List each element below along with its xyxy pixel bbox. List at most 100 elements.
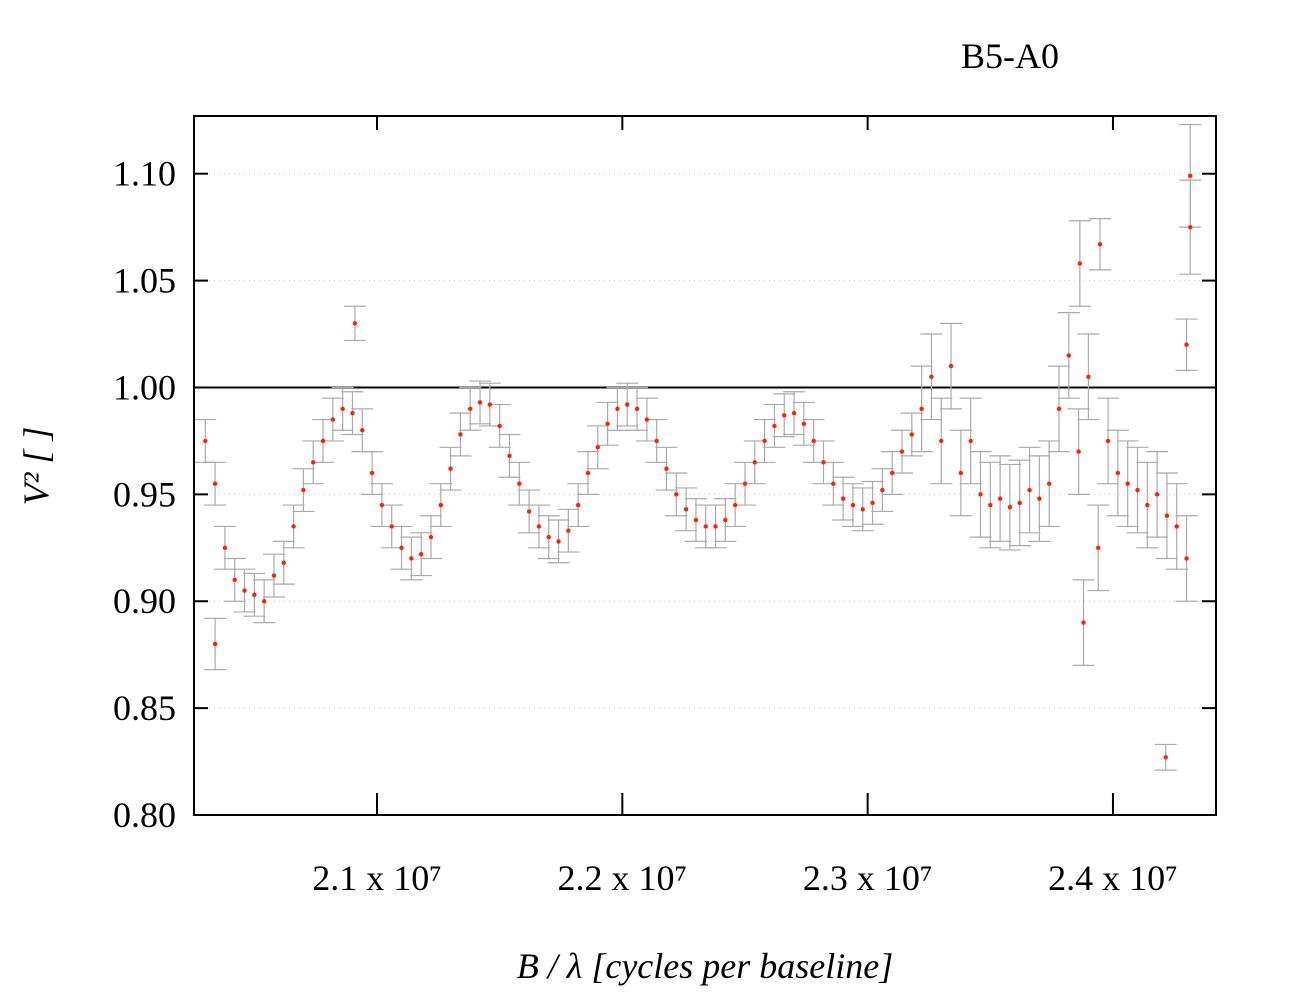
data-point	[232, 577, 237, 583]
data-point	[1145, 502, 1150, 508]
data-point	[752, 460, 757, 465]
data-point	[320, 438, 326, 444]
x-tick-label: 2.4 x 10⁷	[1048, 858, 1178, 898]
data-point	[507, 453, 512, 459]
data-point	[281, 560, 286, 565]
data-point	[330, 417, 336, 422]
data-point	[340, 406, 345, 412]
data-point	[732, 502, 738, 508]
data-point	[703, 524, 708, 529]
data-point	[1066, 353, 1072, 358]
data-point	[1125, 481, 1130, 486]
y-tick-label: 1.10	[113, 154, 176, 194]
data-point	[291, 524, 296, 529]
data-point	[556, 539, 561, 544]
data-point	[742, 481, 748, 486]
data-point	[880, 487, 885, 493]
chart-title: B5-A0	[961, 36, 1059, 76]
data-point	[212, 481, 218, 486]
data-point	[997, 496, 1003, 501]
data-point	[1046, 481, 1052, 486]
data-point	[899, 449, 905, 454]
data-point	[1135, 487, 1140, 493]
data-point	[517, 481, 522, 486]
data-point	[1081, 620, 1086, 625]
data-point	[1184, 556, 1189, 561]
data-point	[311, 460, 316, 465]
y-tick-label: 0.80	[113, 795, 176, 835]
data-point	[801, 421, 807, 427]
data-point	[870, 500, 875, 506]
data-point	[477, 400, 483, 405]
data-point	[301, 487, 306, 493]
data-point	[352, 321, 358, 326]
data-point	[566, 528, 571, 533]
data-point	[723, 517, 728, 523]
data-point	[399, 545, 404, 550]
data-point	[369, 470, 375, 476]
data-point	[1076, 449, 1081, 454]
data-point	[821, 460, 826, 465]
data-point	[1188, 224, 1193, 230]
data-point	[1056, 406, 1062, 412]
data-point	[625, 402, 630, 407]
data-point	[1077, 261, 1083, 266]
data-point	[1017, 500, 1022, 506]
data-point	[222, 545, 228, 550]
data-point	[1086, 374, 1091, 379]
data-point	[929, 374, 934, 379]
data-point	[831, 481, 836, 486]
data-point	[1037, 496, 1042, 501]
data-point	[850, 502, 856, 508]
y-tick-label: 1.05	[113, 261, 176, 301]
y-axis-label: V² [ ]	[16, 427, 56, 506]
data-point	[252, 592, 257, 598]
data-point	[683, 507, 689, 512]
data-point	[1154, 492, 1160, 497]
y-tick-label: 0.95	[113, 474, 176, 514]
data-point	[242, 588, 247, 593]
data-point	[948, 363, 954, 369]
data-point	[634, 406, 640, 412]
data-point	[939, 438, 944, 444]
data-point	[674, 492, 679, 497]
plot-frame	[193, 115, 1217, 816]
data-point	[860, 507, 865, 512]
data-point	[654, 438, 659, 444]
data-point	[261, 599, 267, 604]
y-tick-label: 1.00	[113, 367, 176, 407]
x-tick-label: 2.1 x 10⁷	[312, 858, 442, 898]
y-tick-label: 0.90	[113, 581, 176, 621]
data-point	[811, 438, 816, 444]
data-point	[772, 423, 777, 429]
x-tick-label: 2.3 x 10⁷	[803, 858, 933, 898]
data-point	[1105, 438, 1111, 444]
data-point	[644, 417, 650, 422]
data-point	[360, 428, 365, 433]
data-point	[585, 470, 591, 476]
data-point	[1188, 173, 1193, 179]
data-point	[468, 406, 473, 412]
data-point	[409, 556, 414, 561]
data-point	[919, 406, 924, 412]
data-point	[389, 524, 394, 529]
data-point	[497, 423, 502, 429]
data-point	[988, 502, 993, 508]
data-point	[605, 421, 610, 427]
data-point	[438, 502, 443, 508]
x-axis-label: B / λ [cycles per baseline]	[517, 946, 894, 986]
data-point	[782, 413, 787, 418]
data-point	[713, 524, 718, 529]
data-point	[693, 517, 699, 523]
x-tick-label: 2.2 x 10⁷	[558, 858, 688, 898]
data-point	[203, 438, 208, 444]
data-point	[379, 502, 385, 508]
data-point	[791, 410, 797, 416]
data-point	[958, 470, 964, 476]
y-tick-label: 0.85	[113, 688, 176, 728]
data-point	[1007, 504, 1013, 510]
data-point	[487, 402, 493, 407]
data-point	[546, 534, 551, 540]
